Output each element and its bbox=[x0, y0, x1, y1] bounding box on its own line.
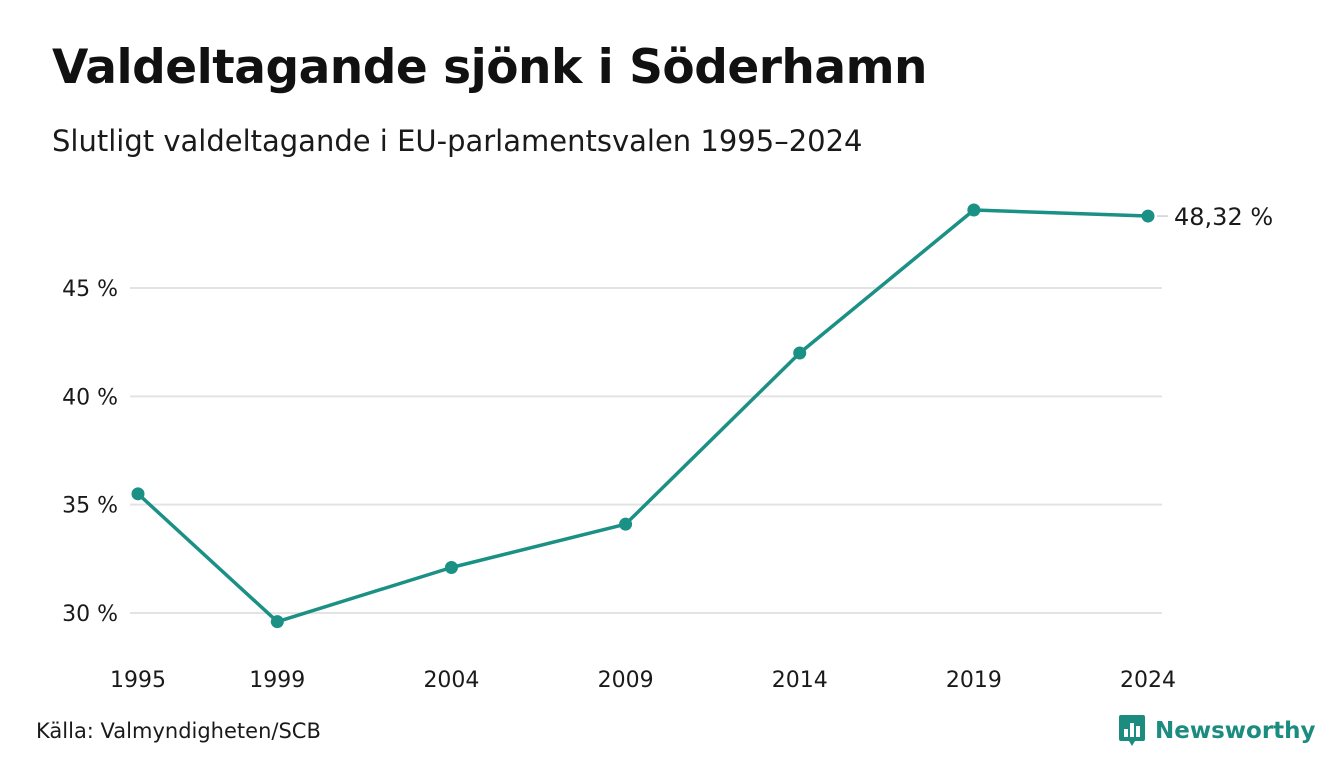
data-point-2014 bbox=[793, 346, 807, 360]
gridlines bbox=[130, 287, 1162, 614]
y-axis-tick-labels: 30 % 35 % 40 % 45 % bbox=[62, 277, 118, 627]
y-tick-label-35: 35 % bbox=[62, 494, 118, 519]
data-point-2004 bbox=[444, 561, 458, 574]
source-note: Källa: Valmyndigheten/SCB bbox=[36, 719, 321, 743]
data-point-1999 bbox=[270, 615, 284, 629]
chart-title: Valdeltagande sjönk i Söderhamn bbox=[52, 40, 928, 95]
series-line bbox=[136, 208, 1150, 624]
x-tick-label-2019: 2019 bbox=[946, 668, 1002, 693]
x-axis-tick-labels: 1995 1999 2004 2009 2014 2019 2024 bbox=[110, 668, 1176, 693]
x-tick-label-2014: 2014 bbox=[772, 668, 828, 693]
y-tick-label-30: 30 % bbox=[62, 602, 118, 627]
x-tick-label-2009: 2009 bbox=[598, 668, 654, 693]
y-tick-label-40: 40 % bbox=[62, 385, 118, 410]
x-tick-label-1995: 1995 bbox=[110, 668, 166, 693]
series-turnout bbox=[131, 203, 1155, 629]
brand-name: Newsworthy bbox=[1155, 718, 1316, 744]
y-tick-label-45: 45 % bbox=[62, 277, 118, 302]
brand-logo: Newsworthy bbox=[1118, 714, 1316, 748]
data-point-1995 bbox=[131, 487, 145, 501]
x-tick-label-1999: 1999 bbox=[249, 668, 305, 693]
data-point-2019 bbox=[967, 203, 981, 217]
bar-chart-speech-bubble-icon bbox=[1119, 715, 1145, 746]
end-value-label: 48,32 % bbox=[1174, 203, 1273, 231]
chart-subtitle: Slutligt valdeltagande i EU-parlamentsva… bbox=[52, 124, 863, 158]
data-point-2024 bbox=[1141, 209, 1155, 223]
x-tick-label-2004: 2004 bbox=[423, 668, 479, 693]
data-point-2009 bbox=[619, 517, 633, 531]
end-value-annotation: 48,32 % bbox=[1157, 203, 1273, 231]
x-tick-label-2024: 2024 bbox=[1120, 668, 1176, 693]
